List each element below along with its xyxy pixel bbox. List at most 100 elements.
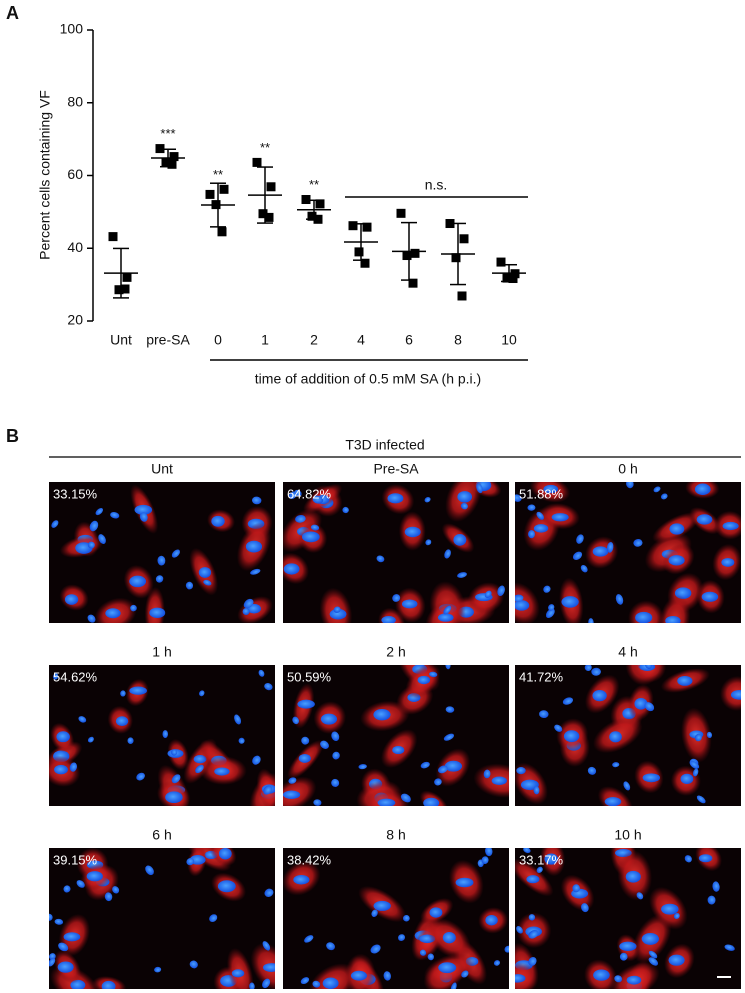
nucleus xyxy=(722,521,739,531)
nucleus xyxy=(444,549,451,559)
data-point xyxy=(410,248,420,258)
nucleus xyxy=(127,737,134,745)
nucleus xyxy=(258,669,265,677)
data-point xyxy=(508,274,518,284)
nucleus xyxy=(262,978,271,989)
data-point xyxy=(301,195,311,205)
nucleus xyxy=(614,975,623,983)
nucleus xyxy=(251,496,262,505)
nucleus xyxy=(485,915,498,926)
nucleus xyxy=(331,731,340,741)
nucleus xyxy=(528,530,535,539)
nucleus xyxy=(171,774,181,784)
x-tick-label: 2 xyxy=(310,332,318,348)
nucleus xyxy=(689,760,700,769)
nucleus xyxy=(444,760,463,772)
nucleus xyxy=(635,611,653,623)
nucleus xyxy=(561,596,579,608)
data-point xyxy=(457,291,467,301)
nucleus xyxy=(342,506,349,514)
nucleus xyxy=(434,778,442,786)
nucleus xyxy=(401,599,418,609)
nucleus xyxy=(392,594,401,602)
nucleus xyxy=(195,764,204,774)
nucleus xyxy=(461,970,469,978)
nucleus xyxy=(203,579,212,586)
y-tick-label: 80 xyxy=(67,93,83,109)
image-title: 2 h xyxy=(386,644,405,660)
nucleus xyxy=(298,753,311,763)
cells xyxy=(283,665,509,806)
nucleus xyxy=(593,969,610,981)
nucleus xyxy=(592,690,607,702)
data-point xyxy=(205,189,215,199)
nucleus xyxy=(264,683,273,691)
data-point xyxy=(114,285,124,295)
nucleus xyxy=(49,913,53,921)
nucleus xyxy=(592,546,609,557)
nucleus xyxy=(516,925,523,934)
nucleus xyxy=(294,489,302,497)
nucleus xyxy=(157,555,166,566)
y-tick-label: 20 xyxy=(67,312,83,328)
nucleus xyxy=(51,520,59,528)
nucleus xyxy=(516,767,526,775)
percent-label: 38.42% xyxy=(287,852,332,867)
nucleus xyxy=(453,534,467,546)
nucleus xyxy=(98,534,106,544)
micrograph xyxy=(49,848,275,989)
nucleus xyxy=(149,607,166,618)
nucleus xyxy=(588,618,594,623)
nucleus xyxy=(86,871,103,882)
nucleus xyxy=(633,539,643,547)
nucleus xyxy=(64,594,79,605)
nucleus xyxy=(171,549,181,558)
nucleus xyxy=(105,608,121,619)
x-tick-label: pre-SA xyxy=(146,332,190,348)
nucleus xyxy=(53,673,59,680)
nucleus xyxy=(668,555,685,566)
nucleus xyxy=(110,511,120,519)
nucleus xyxy=(419,949,427,956)
nucleus xyxy=(155,575,164,583)
nucleus xyxy=(460,502,468,510)
nucleus xyxy=(669,523,685,535)
nucleus xyxy=(677,675,693,686)
nucleus xyxy=(186,858,195,866)
nucleus xyxy=(185,581,194,590)
data-point xyxy=(217,227,227,237)
nucleus xyxy=(373,708,391,721)
nucleus xyxy=(668,954,685,966)
nucleus xyxy=(104,892,113,902)
x-tick-label: 0 xyxy=(214,332,222,348)
nucleus xyxy=(293,875,310,885)
nucleus xyxy=(653,486,661,493)
nucleus xyxy=(136,772,145,781)
nucleus xyxy=(539,710,549,719)
nucleus xyxy=(358,764,367,770)
nucleus xyxy=(548,604,555,611)
nucleus xyxy=(350,970,368,981)
nucleus xyxy=(545,608,555,618)
nucleus xyxy=(129,575,147,588)
nucleus xyxy=(249,982,255,989)
nucleus xyxy=(644,665,652,669)
nucleus xyxy=(400,793,411,803)
nucleus xyxy=(619,952,628,961)
percent-label: 64.82% xyxy=(287,486,332,501)
cells xyxy=(283,482,505,623)
nucleus xyxy=(584,665,592,671)
significance-label: ** xyxy=(309,177,319,192)
nucleus xyxy=(154,966,162,973)
nucleus xyxy=(329,608,347,620)
nucleus xyxy=(193,754,207,764)
nucleus xyxy=(543,484,559,494)
nucleus xyxy=(238,737,245,744)
nucleus xyxy=(445,665,451,670)
nucleus xyxy=(301,531,320,543)
nucleus xyxy=(217,880,236,893)
nucleus xyxy=(312,980,321,988)
nucleus xyxy=(326,942,335,951)
